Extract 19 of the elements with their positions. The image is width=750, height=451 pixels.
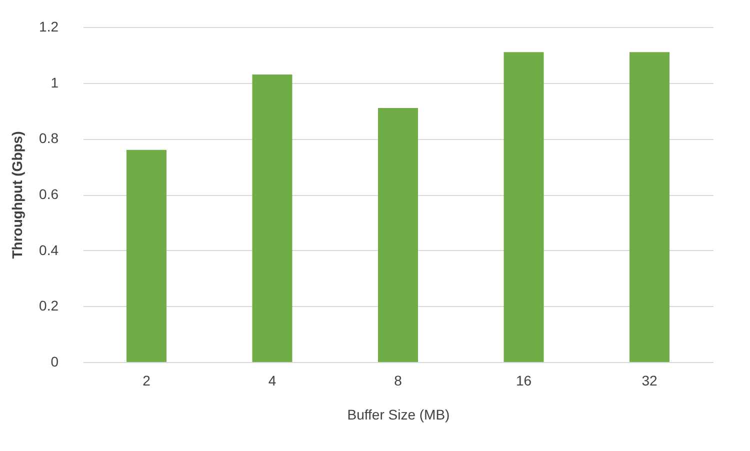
bar (629, 52, 670, 362)
x-axis-title: Buffer Size (MB) (347, 406, 450, 422)
x-tick-label: 16 (516, 372, 532, 388)
x-tick-label: 8 (394, 372, 402, 388)
y-axis-title: Throughput (Gbps) (9, 131, 26, 259)
y-tick-label: 1 (50, 74, 59, 90)
y-tick-label: 0.8 (39, 130, 59, 146)
x-tick-label: 4 (268, 372, 276, 388)
bar (504, 52, 544, 362)
x-tick-label: 32 (642, 372, 658, 388)
y-tick-label: 0 (50, 354, 59, 370)
bar (378, 108, 418, 362)
bar (252, 74, 292, 362)
y-tick-label: 0.2 (39, 298, 59, 314)
x-tick-label: 2 (142, 372, 151, 388)
y-tick-label: 0.6 (39, 186, 59, 202)
y-tick-label: 1.2 (39, 18, 59, 34)
bar (126, 150, 167, 362)
y-tick-label: 0.4 (39, 242, 59, 258)
